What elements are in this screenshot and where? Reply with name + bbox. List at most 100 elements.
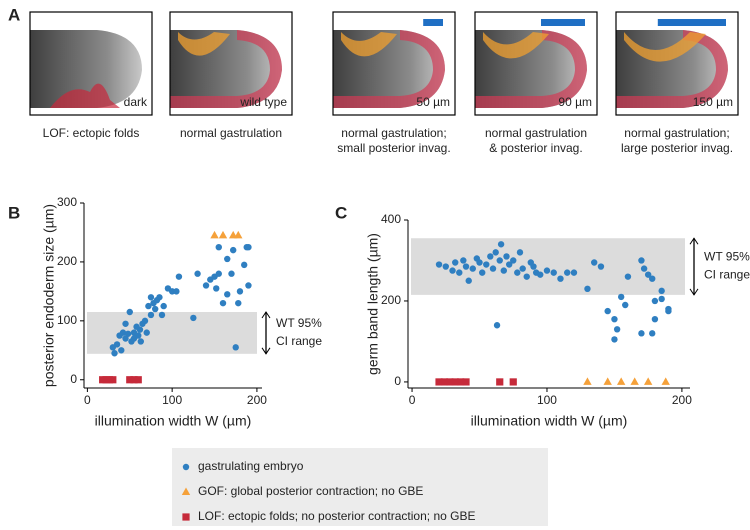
embryo-image [30, 12, 152, 115]
embryo [30, 30, 142, 108]
data-point [446, 378, 454, 386]
data-point [622, 301, 629, 309]
data-point [597, 263, 605, 270]
data-point [564, 269, 571, 276]
data-point [224, 291, 231, 298]
data-point [616, 377, 626, 385]
ectopic-fold [50, 83, 120, 108]
data-point [118, 347, 125, 354]
data-point [613, 326, 621, 333]
panel-label: B [8, 203, 20, 222]
y-axis-label: germ band length (µm) [365, 233, 381, 375]
data-point [158, 311, 166, 319]
data-point [570, 269, 578, 276]
data-point [651, 297, 659, 305]
y-tick-label: 200 [57, 254, 77, 268]
data-point [190, 314, 197, 322]
embryo-image [333, 12, 455, 115]
x-tick-label: 200 [247, 393, 267, 407]
image-label: dark [124, 95, 148, 109]
y-tick-label: 0 [394, 374, 401, 388]
data-point [644, 271, 652, 278]
data-point [229, 246, 237, 254]
data-point [215, 243, 222, 251]
data-point [109, 376, 117, 384]
data-point [591, 259, 598, 266]
x-axis-label: illumination width W (µm) [471, 413, 628, 429]
data-point [175, 273, 183, 280]
arrow-head [689, 237, 699, 245]
data-point [245, 282, 252, 289]
arrow-head [689, 288, 699, 296]
data-point [661, 377, 670, 385]
data-point [543, 267, 551, 274]
panel-label: C [335, 203, 347, 222]
data-point [509, 378, 517, 386]
data-point [160, 302, 167, 310]
image-label: 150 µm [693, 95, 733, 109]
data-point [122, 320, 129, 327]
data-point [224, 255, 231, 263]
data-point [497, 241, 505, 248]
data-point [638, 330, 645, 337]
data-point [435, 378, 443, 386]
data-point [126, 376, 134, 384]
data-point [124, 330, 132, 337]
data-point [492, 249, 499, 256]
endoderm [170, 30, 282, 108]
image-frame [29, 11, 153, 116]
data-point [135, 332, 142, 339]
data-point [236, 288, 244, 295]
data-point [119, 329, 127, 336]
image-frame [332, 11, 456, 116]
y-tick-label: 300 [57, 195, 77, 209]
data-point [649, 330, 656, 337]
data-point [658, 295, 665, 303]
scale-bar [541, 19, 585, 26]
data-point [651, 315, 659, 323]
data-point [156, 294, 163, 301]
data-point [442, 263, 449, 270]
posterior-invagination [178, 32, 230, 56]
data-point [550, 269, 557, 276]
band-label: WT 95% [276, 316, 322, 330]
data-point [111, 350, 118, 357]
endoderm [333, 30, 445, 108]
data-point [523, 273, 530, 280]
data-point [479, 269, 486, 276]
data-point [219, 299, 227, 307]
data-point [505, 261, 513, 268]
data-point [122, 335, 129, 342]
data-point [451, 378, 459, 386]
scale-bar [423, 19, 443, 26]
data-point [603, 377, 612, 385]
y-axis-label: posterior endoderm size (µm) [41, 204, 57, 387]
data-point [496, 378, 504, 386]
data-point [215, 270, 222, 277]
data-point [460, 257, 467, 264]
data-point [141, 317, 149, 325]
endoderm [475, 30, 587, 108]
data-point [617, 293, 625, 301]
data-point [514, 269, 521, 276]
data-point [649, 275, 656, 282]
image-caption: LOF: ectopic folds [43, 126, 140, 140]
data-point [624, 273, 632, 280]
data-point [145, 302, 152, 310]
data-point [483, 261, 490, 268]
posterior-invagination [624, 32, 706, 62]
data-point [487, 253, 494, 260]
data-point [462, 263, 470, 270]
data-point [113, 341, 121, 348]
data-point [496, 257, 503, 264]
data-point [245, 243, 252, 251]
data-point [462, 378, 470, 386]
data-point [537, 271, 544, 278]
data-point [604, 307, 611, 315]
embryo-image [475, 12, 597, 115]
data-point [500, 267, 507, 274]
data-point [213, 285, 220, 292]
image-caption: & posterior invag. [489, 141, 582, 155]
data-point [503, 253, 510, 260]
